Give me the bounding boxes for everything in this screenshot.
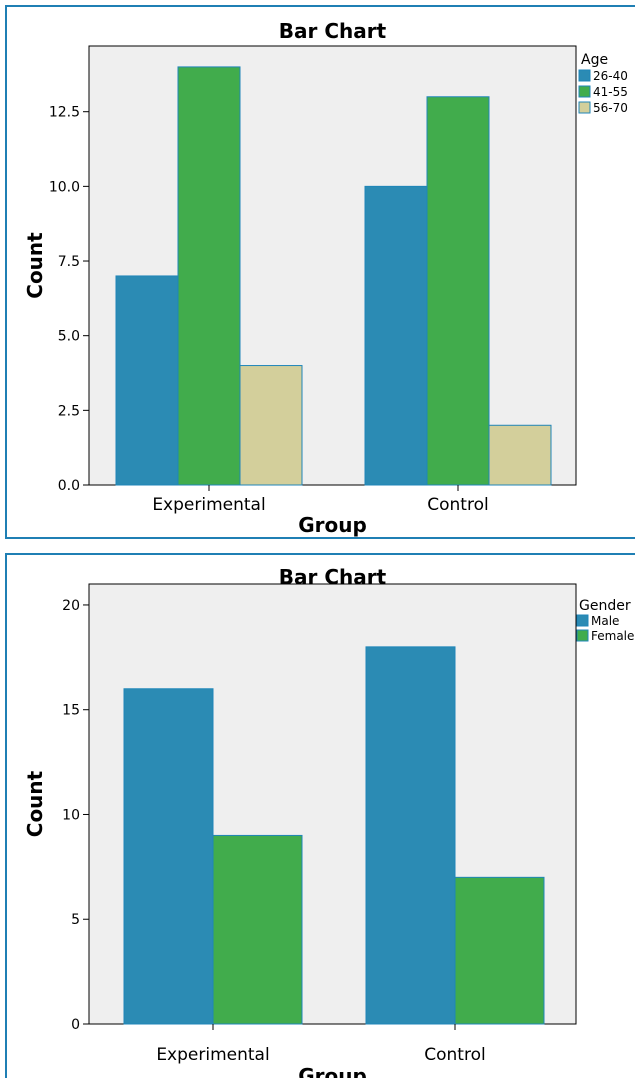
legend-title: Gender <box>579 598 631 614</box>
bar-control-male <box>365 646 456 1025</box>
legend-entry: 26-40 <box>593 69 628 83</box>
legend-entry: 56-70 <box>593 101 628 115</box>
bar-experimental-41-55 <box>177 66 241 486</box>
legend-entry: Male <box>591 614 619 628</box>
legend-title: Age <box>581 52 608 68</box>
legend-swatch <box>578 101 591 114</box>
bar-control-26-40 <box>364 185 428 486</box>
y-tick-label: 2.5 <box>58 403 80 419</box>
y-tick-label: 10.0 <box>49 179 80 195</box>
age-bar-chart-panel: 0.0 2.5 5.0 7.5 10.0 12.5 Experimental Control B… <box>5 5 635 539</box>
legend-swatch <box>576 629 589 642</box>
legend-swatch <box>578 85 591 98</box>
x-tick-label: Control <box>424 1045 485 1065</box>
x-axis-title: Group <box>298 513 367 537</box>
y-tick-label: 0.0 <box>58 478 80 494</box>
bar-experimental-male <box>123 688 214 1025</box>
y-tick-label: 0 <box>71 1017 80 1033</box>
y-axis-title: Count <box>23 770 47 837</box>
y-tick-label: 5 <box>71 912 80 928</box>
y-tick-label: 7.5 <box>58 254 80 270</box>
x-tick-label: Experimental <box>152 495 265 515</box>
chart-title: Bar Chart <box>279 565 387 589</box>
legend-entry: Female <box>591 629 634 643</box>
bar-control-41-55 <box>426 96 490 486</box>
x-tick-label: Experimental <box>156 1045 269 1065</box>
x-tick-label: Control <box>427 495 488 515</box>
y-axis-title: Count <box>23 232 47 299</box>
bar-experimental-56-70 <box>239 365 303 486</box>
y-tick-label: 15 <box>62 703 80 719</box>
legend-entry: 41-55 <box>593 85 628 99</box>
bar-control-female <box>454 876 545 1025</box>
bar-control-56-70 <box>488 424 552 486</box>
y-tick-label: 5.0 <box>58 329 80 345</box>
gender-bar-chart-panel: 0 5 10 15 20 Experimental Control Bar Chart Grou… <box>0 548 635 1078</box>
x-axis-title: Group <box>298 1064 367 1078</box>
bar-experimental-female <box>212 834 303 1025</box>
y-tick-label: 20 <box>62 598 80 614</box>
chart-frame <box>5 553 635 1078</box>
legend-swatch <box>576 614 589 627</box>
age-bar-chart: 0.0 2.5 5.0 7.5 10.0 12.5 Experimental Control B… <box>5 5 635 539</box>
bar-experimental-26-40 <box>115 275 179 486</box>
gender-bar-chart: 0 5 10 15 20 Experimental Control Bar Chart Grou… <box>5 553 635 1078</box>
y-tick-label: 10 <box>62 807 80 823</box>
legend-swatch <box>578 69 591 82</box>
chart-title: Bar Chart <box>279 19 387 43</box>
chart-frame <box>5 5 635 539</box>
y-tick-label: 12.5 <box>49 105 80 121</box>
